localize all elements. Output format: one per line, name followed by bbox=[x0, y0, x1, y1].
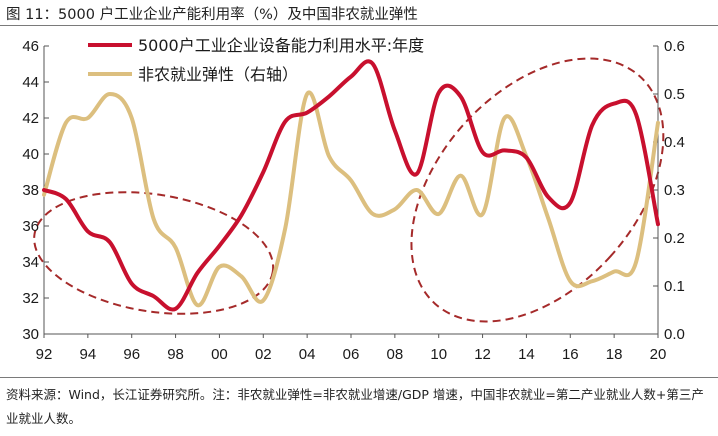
series-line-nonfarm-employment-elasticity bbox=[42, 90, 660, 308]
y-left-tick-label: 32 bbox=[22, 290, 39, 307]
y-right-tick-label: 0.4 bbox=[664, 134, 685, 151]
x-tick-label: 12 bbox=[474, 346, 491, 363]
chart: 30 32 34 36 38 40 42 44 46 0.0 0.1 0.2 0.3 0.4 0.5 0.6 9… bbox=[22, 36, 685, 363]
y-left-tick-label: 42 bbox=[22, 110, 39, 127]
x-tick-label: 96 bbox=[123, 346, 140, 363]
x-tick-label: 00 bbox=[211, 346, 228, 363]
y-left-tick-label: 40 bbox=[22, 146, 39, 163]
x-tick-label: 92 bbox=[36, 346, 53, 363]
y-left-tick-label: 38 bbox=[22, 182, 39, 199]
x-tick-label: 18 bbox=[606, 346, 623, 363]
x-tick-label: 20 bbox=[650, 346, 667, 363]
title-divider bbox=[0, 25, 718, 26]
legend-label-employment: 非农就业弹性（右轴） bbox=[138, 65, 298, 84]
x-tick-label: 14 bbox=[518, 346, 535, 363]
series-line-capacity-utilization bbox=[42, 59, 660, 312]
y-left-tick-label: 30 bbox=[22, 326, 39, 343]
x-tick-label: 10 bbox=[430, 346, 447, 363]
y-left-tick-label: 44 bbox=[22, 74, 39, 91]
x-tick-label: 02 bbox=[255, 346, 272, 363]
source-note: 资料来源：Wind，长江证券研究所。注：非农就业弹性=非农就业增速/GDP 增速… bbox=[6, 387, 704, 426]
figure-title: 图 11：5000 户工业企业产能利用率（%）及中国非农就业弹性 bbox=[6, 7, 418, 23]
annotation-ellipse-2 bbox=[410, 57, 665, 323]
y-right-tick-label: 0.0 bbox=[664, 326, 685, 343]
x-tick-label: 06 bbox=[343, 346, 360, 363]
y-right-tick-label: 0.2 bbox=[664, 230, 685, 247]
y-left-tick-label: 34 bbox=[22, 254, 39, 271]
x-tick-label: 94 bbox=[80, 346, 97, 363]
source-divider bbox=[0, 377, 718, 378]
legend: 5000户工业企业设备能力利用水平:年度 非农就业弹性（右轴） bbox=[88, 36, 424, 84]
x-tick-label: 16 bbox=[562, 346, 579, 363]
x-tick-label: 04 bbox=[299, 346, 316, 363]
x-tick-label: 98 bbox=[167, 346, 184, 363]
y-right-tick-label: 0.5 bbox=[664, 86, 685, 103]
chart-axes: 30 32 34 36 38 40 42 44 46 0.0 0.1 0.2 0.3 0.4 0.5 0.6 9… bbox=[22, 38, 685, 363]
x-tick-label: 08 bbox=[387, 346, 404, 363]
series-lines bbox=[42, 59, 660, 312]
annotation-ellipses bbox=[33, 57, 665, 323]
y-left-tick-label: 36 bbox=[22, 218, 39, 235]
y-right-tick-label: 0.6 bbox=[664, 38, 685, 55]
y-left-tick-label: 46 bbox=[22, 38, 39, 55]
y-right-tick-label: 0.1 bbox=[664, 278, 685, 295]
legend-label-capacity: 5000户工业企业设备能力利用水平:年度 bbox=[138, 36, 424, 55]
y-right-tick-label: 0.3 bbox=[664, 182, 685, 199]
